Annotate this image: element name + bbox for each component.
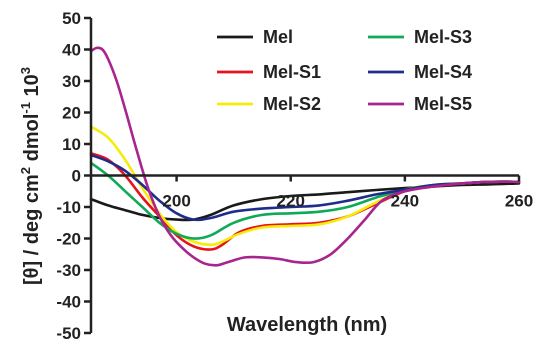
y-axis-title-mid: dmol <box>21 114 43 167</box>
series-line-mel-s4 <box>89 153 521 222</box>
y-axis-title-sup3: 3 <box>18 67 33 74</box>
y-tick-label: -10 <box>56 198 81 217</box>
y-tick-label: -20 <box>56 230 81 249</box>
legend: Mel Mel-S1 Mel-S2 Mel-S3 Mel-S4 Mel-S5 <box>217 27 472 114</box>
series-line-mel-s1 <box>89 152 521 251</box>
y-tick-label: 50 <box>62 9 81 28</box>
y-axis-title: [θ] / deg cm2 dmol-1 103 <box>18 67 43 285</box>
y-axis-title-end: 10 <box>21 74 43 102</box>
legend-label: Mel-S5 <box>414 94 472 114</box>
series-line-mel-s3 <box>89 161 521 240</box>
y-tick-label: -30 <box>56 261 81 280</box>
y-tick-label: 30 <box>62 72 81 91</box>
series-line-mel <box>89 182 521 222</box>
y-tick-label: -40 <box>56 293 81 312</box>
x-tick-label: 260 <box>505 192 533 211</box>
series-line-mel-s5 <box>89 46 521 267</box>
y-tick-label: 40 <box>62 41 81 60</box>
y-axis-title-sup1: 2 <box>18 167 33 174</box>
x-tick-label: 220 <box>277 192 305 211</box>
y-tick-label: 20 <box>62 104 81 123</box>
y-tick-label: 10 <box>62 135 81 154</box>
legend-label: Mel-S4 <box>414 62 472 82</box>
y-axis-title-main: [θ] / deg cm <box>21 174 43 285</box>
legend-label: Mel-S3 <box>414 27 472 47</box>
x-tick-label: 200 <box>162 192 190 211</box>
legend-label: Mel-S2 <box>263 94 321 114</box>
y-tick-label: -50 <box>56 324 81 340</box>
legend-label: Mel <box>263 27 293 47</box>
series-layer <box>89 46 521 267</box>
y-axis-title-sup2: -1 <box>18 102 33 114</box>
x-axis-title: Wavelength (nm) <box>227 314 387 336</box>
y-tick-label: 0 <box>72 167 81 186</box>
axes: 50 40 30 20 10 0 -10 -20 -30 -40 -50 200 220 240 260 <box>56 9 533 340</box>
legend-label: Mel-S1 <box>263 62 321 82</box>
x-tick-label: 240 <box>391 192 419 211</box>
